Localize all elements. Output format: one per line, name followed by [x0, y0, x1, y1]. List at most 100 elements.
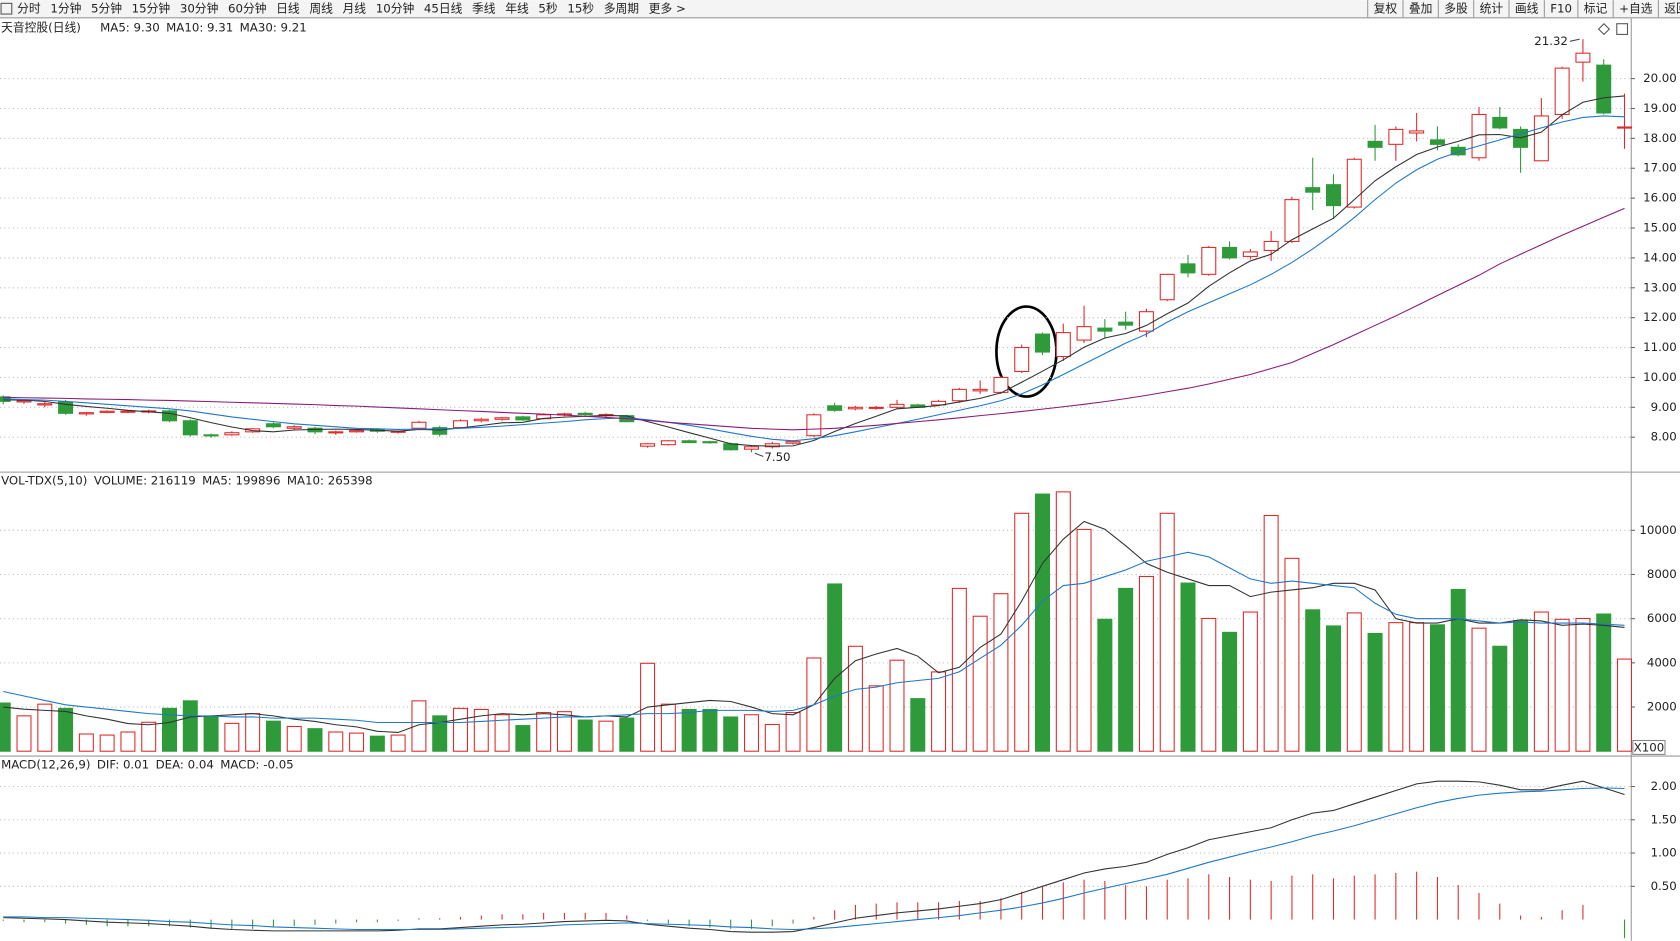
- y-tick-label: 2000: [1647, 700, 1677, 714]
- volume-bar: [16, 715, 32, 752]
- volume-bar: [1305, 609, 1321, 752]
- candle-body: [1118, 321, 1134, 326]
- toolbar-button[interactable]: +自选: [1619, 2, 1653, 16]
- volume-bar: [1242, 611, 1258, 752]
- volume-bar: [494, 714, 510, 752]
- candle-body: [1284, 199, 1300, 243]
- legend-entry: MA5: 199896: [202, 474, 280, 488]
- candle-body: [1533, 115, 1549, 162]
- period-tab[interactable]: 15分钟: [132, 2, 171, 16]
- window-icon[interactable]: [1616, 23, 1629, 35]
- legend-entry: MA5: 9.30: [100, 20, 160, 34]
- volume-average-line: [3, 551, 1625, 724]
- candle-body: [1409, 130, 1425, 134]
- volume-bar: [452, 707, 468, 752]
- candle-body: [640, 443, 656, 447]
- period-tab[interactable]: 45日线: [424, 2, 463, 16]
- candle-body: [16, 400, 32, 403]
- toolbar-button[interactable]: 统计: [1480, 2, 1504, 16]
- y-tick-label: 1.50: [1651, 812, 1677, 826]
- candle-body: [37, 403, 53, 406]
- candle-body: [702, 441, 718, 444]
- candle-body: [785, 441, 801, 444]
- toolbar-button[interactable]: 标记: [1584, 2, 1608, 16]
- candle-body: [161, 410, 177, 422]
- volume-bar: [1284, 557, 1300, 752]
- candle-body: [1450, 146, 1466, 156]
- candle-body: [1429, 139, 1445, 145]
- period-tab[interactable]: 15秒: [567, 2, 594, 16]
- period-tab[interactable]: 月线: [343, 2, 367, 16]
- volume-bar: [598, 720, 614, 752]
- volume-bar: [1118, 587, 1134, 752]
- candle-body: [1513, 128, 1529, 148]
- volume-bar: [1263, 514, 1279, 752]
- legend-entry: MA10: 265398: [287, 474, 373, 488]
- moving-average-line: [3, 115, 1625, 442]
- candle-body: [1596, 64, 1612, 114]
- period-tab[interactable]: 分时: [17, 2, 41, 16]
- toolbar-button[interactable]: F10: [1550, 2, 1572, 16]
- candle-body: [1138, 311, 1154, 332]
- candle-body: [120, 410, 136, 413]
- candle-body: [868, 406, 884, 409]
- period-tab[interactable]: 1分钟: [50, 2, 81, 16]
- unit-box: [1632, 739, 1666, 755]
- volume-bar: [1222, 631, 1238, 752]
- volume-bar: [1492, 645, 1508, 752]
- period-tab[interactable]: 多周期: [604, 2, 639, 16]
- volume-bar: [723, 716, 739, 752]
- volume-bar: [0, 702, 11, 752]
- candle-body: [577, 412, 593, 416]
- legend-entry: DIF: 0.01: [97, 758, 149, 772]
- volume-bar: [203, 716, 219, 752]
- legend-entry: VOLUME: 216119: [94, 474, 196, 488]
- toolbar-button[interactable]: 叠加: [1409, 2, 1433, 16]
- y-tick-label: 17.00: [1643, 161, 1677, 175]
- y-tick-label: 6000: [1647, 611, 1677, 625]
- volume-bar: [411, 700, 427, 752]
- candle-body: [473, 418, 489, 422]
- toolbar-button[interactable]: 返回: [1664, 2, 1680, 16]
- diamond-icon[interactable]: [1597, 22, 1611, 36]
- volume-bar: [931, 671, 947, 752]
- volume-bar: [1346, 612, 1362, 752]
- volume-bar: [1055, 491, 1071, 752]
- toolbar-button[interactable]: 复权: [1374, 2, 1398, 16]
- candle-body: [1055, 332, 1071, 358]
- candle-body: [203, 434, 219, 437]
- volume-bar: [1409, 622, 1425, 752]
- volume-bar: [37, 703, 53, 752]
- menu-icon[interactable]: [0, 2, 13, 15]
- volume-bar: [1367, 632, 1383, 752]
- period-tab[interactable]: 年线: [505, 2, 529, 16]
- candle-body: [847, 406, 863, 410]
- period-tab[interactable]: 更多 >: [649, 2, 686, 16]
- period-tab[interactable]: 5秒: [538, 2, 557, 16]
- volume-bar: [515, 725, 531, 752]
- period-tab[interactable]: 5分钟: [91, 2, 122, 16]
- volume-bar: [78, 733, 94, 752]
- candle-body: [806, 414, 822, 437]
- candle-body: [1180, 263, 1196, 274]
- volume-bar: [1575, 617, 1591, 752]
- toolbar-button[interactable]: 多股: [1444, 2, 1468, 16]
- high-arrow: [1569, 38, 1580, 42]
- period-tab[interactable]: 60分钟: [228, 2, 267, 16]
- y-tick-label: 15.00: [1643, 221, 1677, 235]
- period-tab[interactable]: 30分钟: [180, 2, 219, 16]
- period-tab[interactable]: 季线: [472, 2, 496, 16]
- period-tab[interactable]: 周线: [309, 2, 333, 16]
- volume-bar: [1616, 658, 1632, 752]
- candle-body: [1242, 251, 1258, 257]
- toolbar: [0, 0, 1680, 18]
- period-tab[interactable]: 10分钟: [376, 2, 415, 16]
- candle-body: [744, 446, 760, 450]
- volume-bar: [681, 708, 697, 752]
- volume-bar: [1471, 627, 1487, 752]
- unit-label: X100: [1634, 741, 1665, 755]
- toolbar-button[interactable]: 画线: [1515, 2, 1539, 16]
- volume-bar: [307, 728, 323, 752]
- period-tab[interactable]: 日线: [276, 2, 300, 16]
